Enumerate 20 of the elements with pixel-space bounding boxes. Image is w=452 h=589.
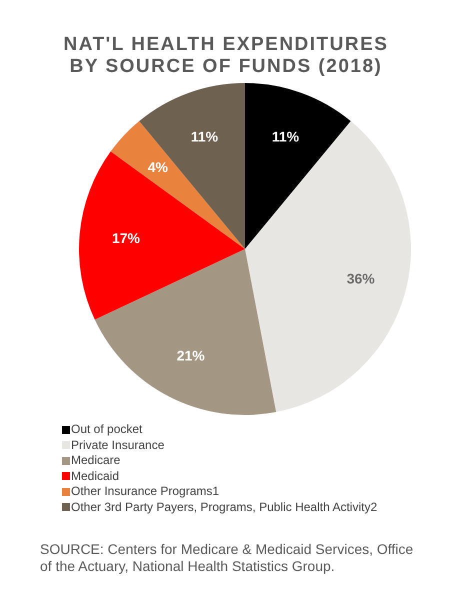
legend-label: Out of pocket: [71, 422, 142, 438]
data-label: 11%: [272, 128, 300, 145]
legend-label: Other 3rd Party Payers, Programs, Public Health Activity2: [71, 500, 378, 515]
data-label: 36%: [346, 270, 376, 287]
pie-slice: [110, 121, 245, 249]
data-label: 17%: [112, 230, 141, 246]
chart-title: NAT'L HEALTH EXPENDITURES BY SOURCE OF FUNDS (2018): [62, 34, 390, 78]
pie-slice: [94, 249, 276, 415]
data-label: 11%: [190, 128, 219, 145]
pie-slice: [245, 83, 351, 249]
legend-label: Other Insurance Programs1: [71, 484, 220, 500]
legend-label: Medicare: [71, 453, 120, 468]
pie-slice: [79, 151, 245, 320]
legend-label: Medicaid: [71, 468, 120, 484]
data-label: 4%: [148, 159, 169, 176]
source-note: SOURCE: Centers for Medicare & Medicaid Services, Office of the Actuary, National Health Statistics Group.: [40, 541, 414, 575]
pie-slice: [245, 121, 411, 412]
pie-slice: [139, 83, 245, 249]
data-label: 21%: [176, 347, 206, 364]
legend-label: Private Insurance: [71, 438, 164, 453]
